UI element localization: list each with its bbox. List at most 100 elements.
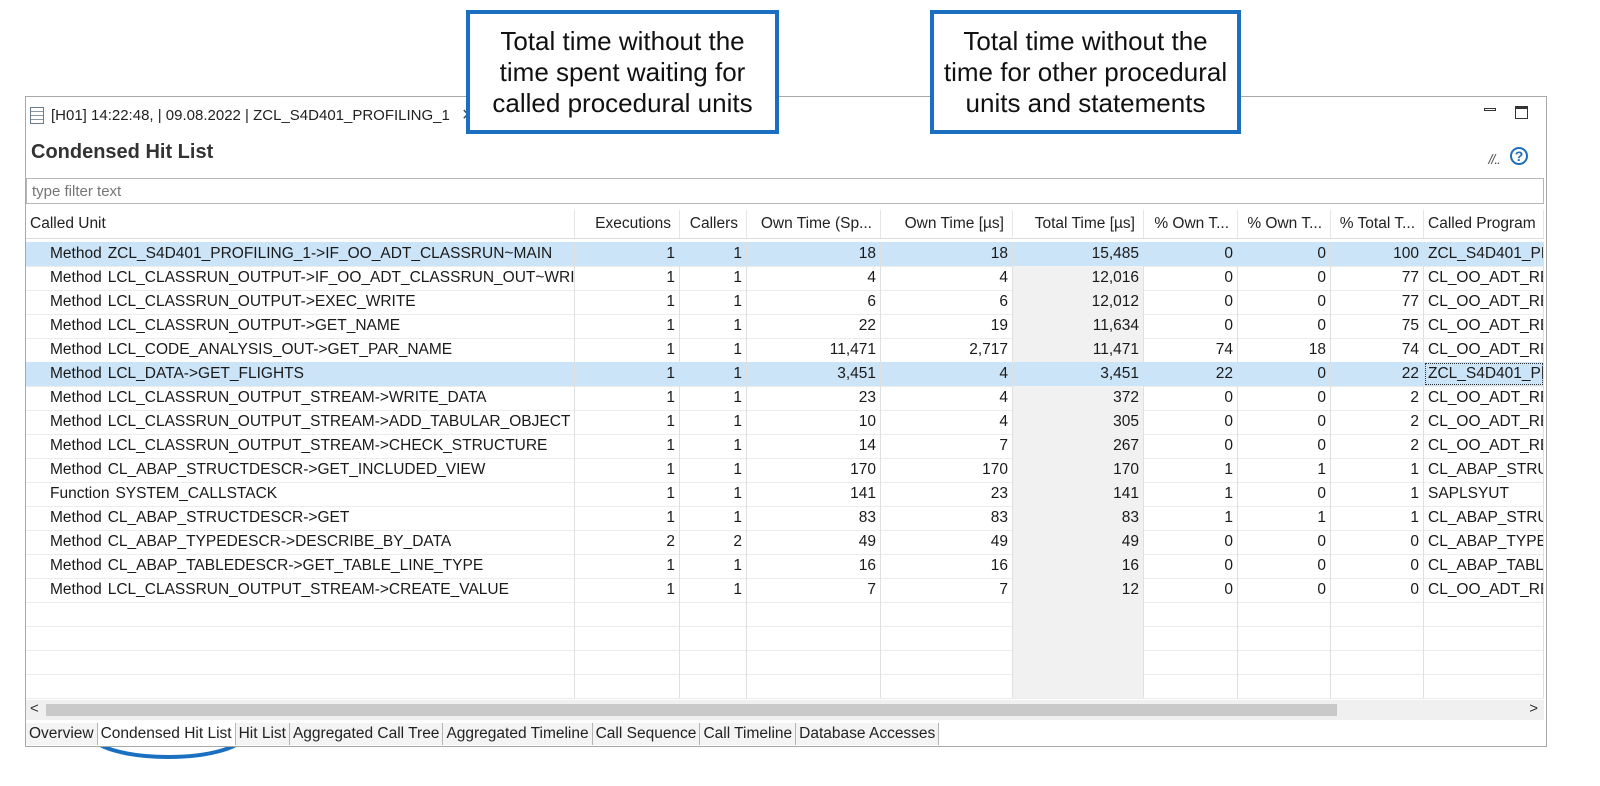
cell-pct-own-time-1: 0 [1144,290,1238,314]
cell-executions: 1 [575,434,680,458]
editor-tab[interactable]: [H01] 14:22:48, | 09.08.2022 | ZCL_S4D40… [30,103,474,127]
cell-pct-total-time: 0 [1331,530,1424,554]
cell-called-program: CL_ABAP_STRUC [1424,458,1544,482]
unit-name: ZCL_S4D401_PROFILING_1->IF_OO_ADT_CLASSR… [107,245,553,262]
unit-name: LCL_CLASSRUN_OUTPUT->GET_NAME [107,317,401,334]
column-header-called-program[interactable]: Called Program [1424,210,1544,238]
unit-kind: Method [50,365,102,382]
table-row[interactable]: Method ZCL_S4D401_PROFILING_1->IF_OO_ADT_… [26,242,1544,267]
table-row[interactable]: Method CL_ABAP_STRUCTDESCR->GET 1 1 83 83 83 1 1… [26,506,1544,531]
tab-aggregated-timeline[interactable]: Aggregated Timeline [443,723,593,745]
cell-own-time: 170 [881,458,1013,482]
column-header-pct-own-time-2[interactable]: % Own T... [1238,210,1331,238]
cell-pct-own-time-2: 0 [1238,290,1331,314]
toolbar-menu-icon[interactable]: //.. [1488,151,1501,167]
unit-kind: Method [50,581,102,598]
empty-cell [1331,602,1424,626]
empty-cell [881,602,1013,626]
column-header-executions[interactable]: Executions [575,210,680,238]
table-row[interactable]: Method LCL_CLASSRUN_OUTPUT_STREAM->ADD_TA… [26,410,1544,435]
cell-pct-total-time: 75 [1331,314,1424,338]
unit-name: LCL_CODE_ANALYSIS_OUT->GET_PAR_NAME [107,341,453,358]
empty-cell [26,602,575,626]
tab-condensed-hit-list[interactable]: Condensed Hit List [97,723,236,745]
help-icon[interactable]: ? [1510,147,1528,165]
cell-pct-own-time-2: 0 [1238,362,1331,386]
scroll-left-icon[interactable]: < [30,700,39,717]
cell-executions: 1 [575,386,680,410]
cell-own-time: 6 [881,290,1013,314]
column-header-pct-total-time[interactable]: % Total T... [1331,210,1424,238]
tab-call-timeline[interactable]: Call Timeline [700,723,797,745]
scrollbar-thumb[interactable] [46,704,1337,716]
unit-name: LCL_CLASSRUN_OUTPUT->IF_OO_ADT_CLASSRUN_… [107,269,575,286]
cell-callers: 1 [680,242,747,266]
empty-cell [575,650,680,674]
column-header-called-unit[interactable]: Called Unit [26,210,575,238]
empty-cell [680,602,747,626]
table-row[interactable]: Method LCL_CLASSRUN_OUTPUT->EXEC_WRITE 1 1 6… [26,290,1544,315]
cell-executions: 1 [575,458,680,482]
empty-cell [1424,674,1544,698]
cell-own-time: 19 [881,314,1013,338]
cell-pct-total-time: 77 [1331,290,1424,314]
tab-database-accesses[interactable]: Database Accesses [796,723,940,745]
tab-aggregated-call-tree[interactable]: Aggregated Call Tree [289,723,444,745]
horizontal-scrollbar[interactable]: < > [26,700,1544,720]
cell-pct-total-time: 1 [1331,482,1424,506]
table-row[interactable]: Method LCL_CLASSRUN_OUTPUT_STREAM->WRITE_… [26,386,1544,411]
empty-cell [881,650,1013,674]
table-row[interactable]: Method LCL_CLASSRUN_OUTPUT->GET_NAME 1 1 22 1… [26,314,1544,339]
table-row[interactable]: Function SYSTEM_CALLSTACK 1 1 141 23 141 1 0 1 SAP… [26,482,1544,507]
cell-executions: 1 [575,506,680,530]
cell-callers: 1 [680,266,747,290]
cell-pct-own-time-1: 0 [1144,410,1238,434]
maximize-icon[interactable] [1515,106,1528,119]
document-icon [30,106,44,124]
table-row[interactable]: Method CL_ABAP_TYPEDESCR->DESCRIBE_BY_DAT… [26,530,1544,555]
cell-own-time-sp: 83 [747,506,881,530]
tab-hit-list[interactable]: Hit List [235,723,290,745]
cell-callers: 1 [680,410,747,434]
cell-pct-own-time-2: 0 [1238,242,1331,266]
unit-kind: Method [50,341,102,358]
table-row[interactable]: Method LCL_CLASSRUN_OUTPUT->IF_OO_ADT_CLA… [26,266,1544,291]
unit-kind: Method [50,389,102,406]
cell-pct-total-time: 1 [1331,506,1424,530]
empty-cell [1238,674,1331,698]
cell-own-time-sp: 16 [747,554,881,578]
table-row[interactable]: Method LCL_CLASSRUN_OUTPUT_STREAM->CHECK_… [26,434,1544,459]
empty-row [26,626,1544,651]
column-header-total-time[interactable]: Total Time [µs] [1013,210,1144,238]
table-row[interactable]: Method LCL_CODE_ANALYSIS_OUT->GET_PAR_NAM… [26,338,1544,363]
table-row[interactable]: Method CL_ABAP_TABLEDESCR->GET_TABLE_LINE… [26,554,1544,579]
cell-called-unit: Method LCL_CLASSRUN_OUTPUT->IF_OO_ADT_CLA… [26,266,575,290]
table-row[interactable]: Method LCL_DATA->GET_FLIGHTS 1 1 3,451 4 3,451… [26,362,1544,387]
cell-executions: 1 [575,290,680,314]
cell-pct-own-time-1: 22 [1144,362,1238,386]
filter-input[interactable] [26,178,1544,204]
tab-call-sequence[interactable]: Call Sequence [592,723,701,745]
cell-pct-total-time: 2 [1331,434,1424,458]
column-header-own-time-sp[interactable]: Own Time (Sp... [747,210,881,238]
empty-cell [680,650,747,674]
cell-total-time: 15,485 [1013,242,1144,266]
cell-own-time: 18 [881,242,1013,266]
scroll-right-icon[interactable]: > [1529,700,1538,717]
cell-pct-own-time-2: 1 [1238,506,1331,530]
minimize-icon[interactable] [1484,103,1496,115]
cell-pct-total-time: 2 [1331,386,1424,410]
table-row[interactable]: Method CL_ABAP_STRUCTDESCR->GET_INCLUDED_… [26,458,1544,483]
column-header-own-time[interactable]: Own Time [µs] [881,210,1013,238]
cell-pct-own-time-2: 0 [1238,434,1331,458]
empty-cell [747,602,881,626]
column-header-pct-own-time-1[interactable]: % Own T... [1144,210,1238,238]
hit-list-table: Called Unit Executions Callers Own Time (Sp… [26,210,1544,702]
table-row[interactable]: Method LCL_CLASSRUN_OUTPUT_STREAM->CREATE… [26,578,1544,603]
unit-name: CL_ABAP_STRUCTDESCR->GET [107,509,350,526]
column-header-callers[interactable]: Callers [680,210,747,238]
editor-tab-title: [H01] 14:22:48, | 09.08.2022 | ZCL_S4D40… [51,106,450,124]
tab-overview[interactable]: Overview [26,723,98,745]
empty-cell [575,674,680,698]
cell-pct-own-time-1: 0 [1144,554,1238,578]
